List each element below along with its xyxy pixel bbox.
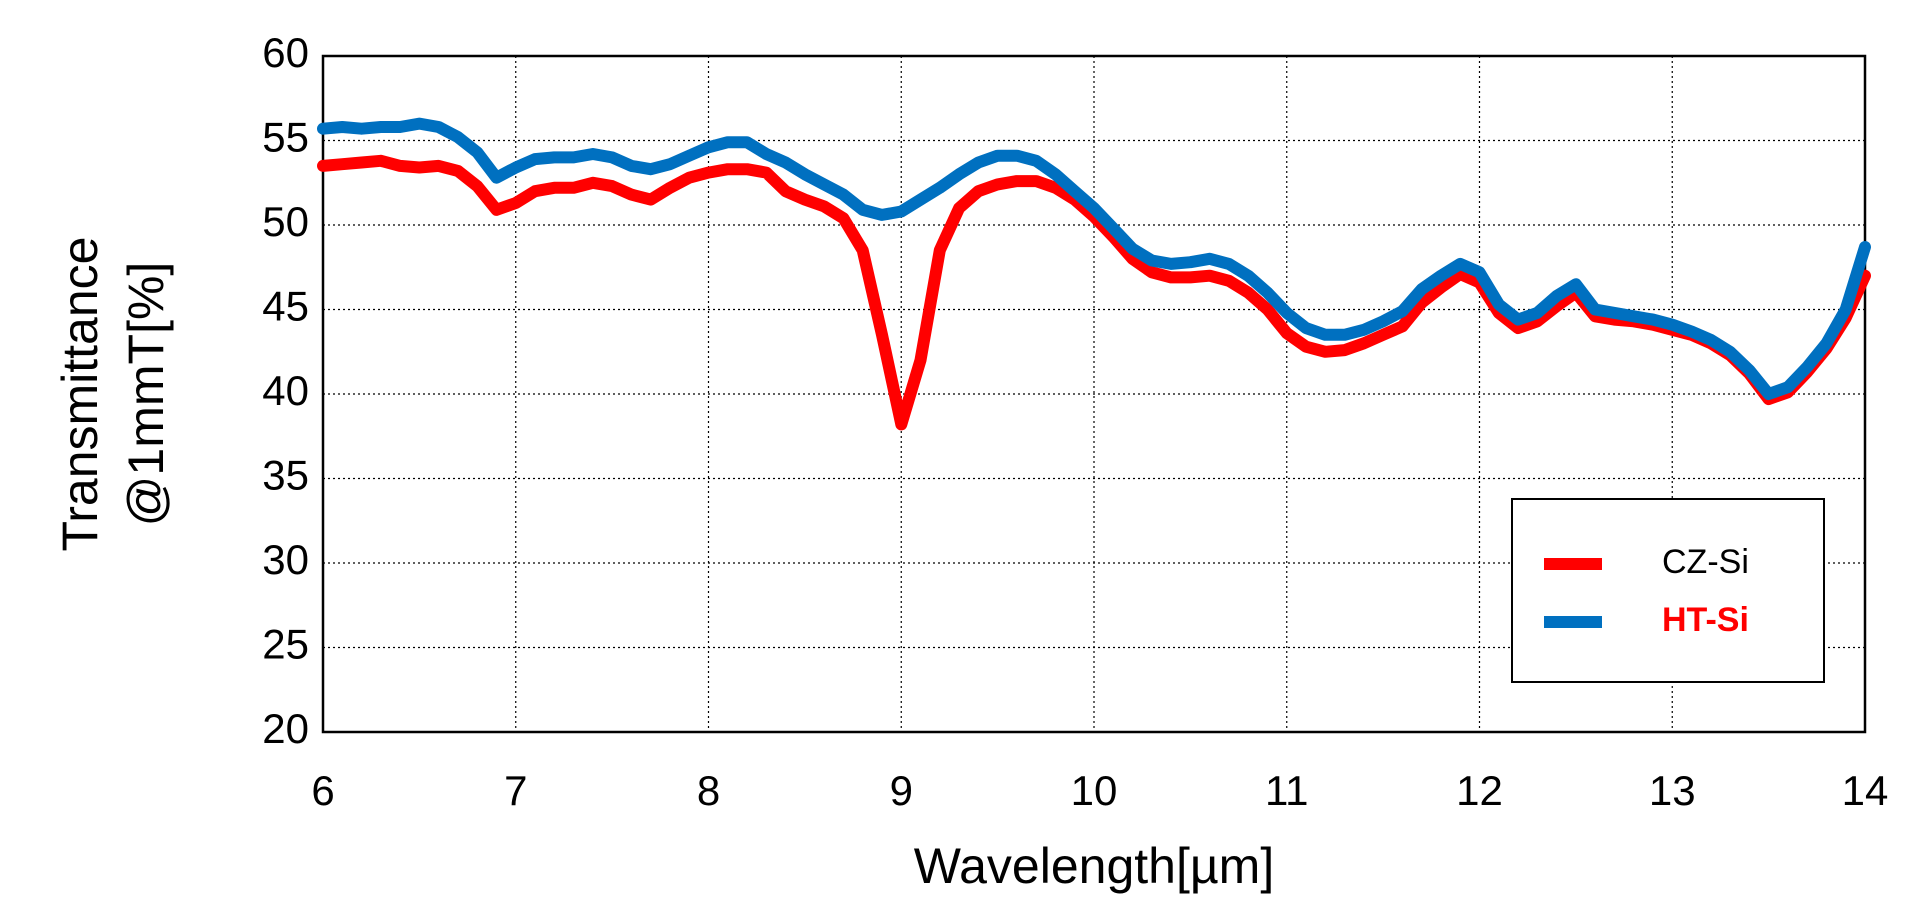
x-tick-label: 12	[1456, 767, 1503, 814]
plot-frame	[321, 54, 1867, 734]
legend: CZ-Si HT-Si	[1511, 498, 1825, 683]
y-tick-label: 55	[262, 114, 309, 161]
x-tick-label: 14	[1842, 767, 1889, 814]
x-tick-label: 8	[697, 767, 720, 814]
y-axis-title: @1mmT[%]	[118, 262, 174, 527]
legend-label: CZ-Si	[1662, 543, 1749, 581]
y-axis-title: Transmittance	[52, 237, 108, 552]
x-tick-label: 7	[504, 767, 527, 814]
y-tick-label: 60	[262, 29, 309, 76]
x-tick-label: 11	[1265, 767, 1309, 814]
x-tick-label: 10	[1071, 767, 1118, 814]
y-tick-label: 35	[262, 452, 309, 499]
x-tick-label: 9	[890, 767, 913, 814]
y-tick-label: 30	[262, 536, 309, 583]
y-tick-label: 45	[262, 283, 309, 330]
y-tick-label: 25	[262, 621, 309, 668]
legend-box	[1511, 498, 1825, 683]
x-tick-label: 13	[1649, 767, 1696, 814]
y-tick-label: 40	[262, 367, 309, 414]
x-tick-label: 6	[311, 767, 334, 814]
legend-label: HT-Si	[1662, 601, 1749, 639]
y-tick-label: 50	[262, 198, 309, 245]
data-line	[317, 117, 1871, 400]
y-tick-label: 20	[262, 705, 309, 752]
x-axis-title: Wavelength[µm]	[914, 838, 1274, 894]
